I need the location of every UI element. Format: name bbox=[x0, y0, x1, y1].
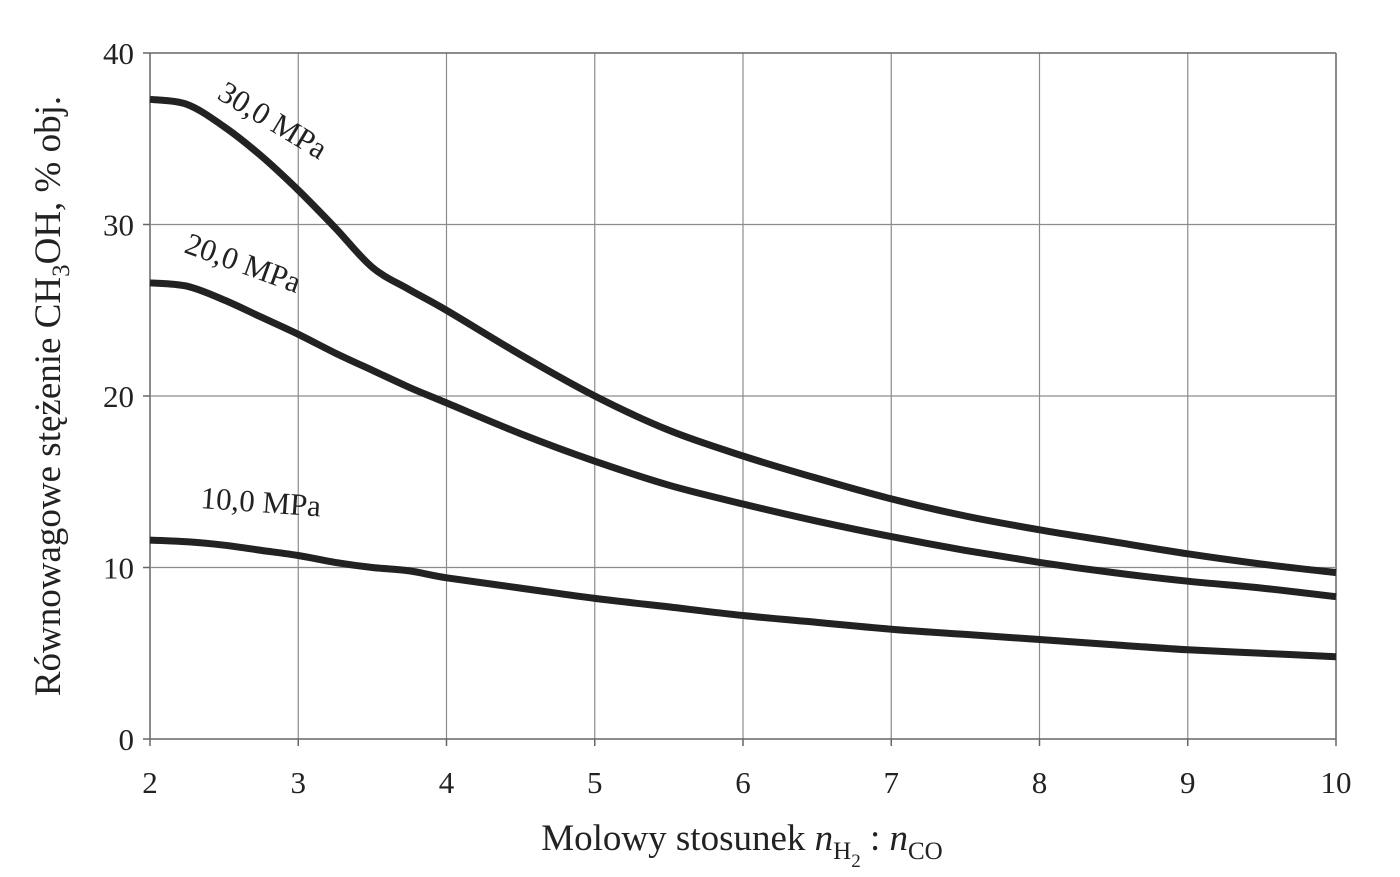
x-tick-label: 9 bbox=[1180, 765, 1196, 800]
x-axis-sub1: H bbox=[833, 838, 851, 865]
x-tick-label: 6 bbox=[735, 765, 751, 800]
y-axis-title: Równowagowe stężenie CH3OH, % obj. bbox=[28, 96, 75, 696]
x-tick-label: 2 bbox=[142, 765, 158, 800]
x-tick-label: 7 bbox=[884, 765, 900, 800]
x-tick-label: 3 bbox=[291, 765, 307, 800]
series-line-20mpa bbox=[149, 279, 1337, 601]
series-lines bbox=[149, 95, 1337, 661]
x-tick-label: 10 bbox=[1321, 765, 1352, 800]
x-tick-label: 8 bbox=[1032, 765, 1048, 800]
x-tick-label: 4 bbox=[439, 765, 455, 800]
axis-ticks: 2 3 4 5 6 7 8 9 10 0 10 20 30 40 bbox=[103, 36, 1352, 800]
y-axis-title-sub: 3 bbox=[48, 264, 75, 277]
y-tick-label: 40 bbox=[103, 36, 134, 71]
x-axis-title-prefix: Molowy stosunek bbox=[541, 818, 814, 859]
series-label-30mpa: 30,0 MPa bbox=[212, 74, 334, 166]
x-axis-separator: : bbox=[861, 818, 890, 859]
x-axis-sub2: CO bbox=[908, 838, 943, 865]
grid bbox=[149, 52, 1337, 740]
y-axis-title-suffix: OH, % obj. bbox=[28, 96, 69, 265]
series-labels: 30,0 MPa 20,0 MPa 10,0 MPa bbox=[181, 74, 334, 523]
x-axis-title: Molowy stosunek nH2 : nCO bbox=[541, 818, 942, 872]
y-axis-title-prefix: Równowagowe stężenie CH bbox=[28, 277, 69, 696]
y-tick-label: 30 bbox=[103, 208, 134, 243]
y-tick-label: 10 bbox=[103, 551, 134, 586]
x-axis-sub1-sub: 2 bbox=[851, 851, 861, 872]
y-tick-label: 0 bbox=[119, 722, 135, 757]
x-axis-var1: n bbox=[815, 818, 834, 859]
x-tick-label: 5 bbox=[587, 765, 603, 800]
y-tick-label: 20 bbox=[103, 379, 134, 414]
series-line-30mpa bbox=[149, 95, 1337, 577]
series-line-10mpa bbox=[149, 536, 1337, 661]
x-axis-var2: n bbox=[890, 818, 909, 859]
series-label-10mpa: 10,0 MPa bbox=[200, 480, 323, 523]
